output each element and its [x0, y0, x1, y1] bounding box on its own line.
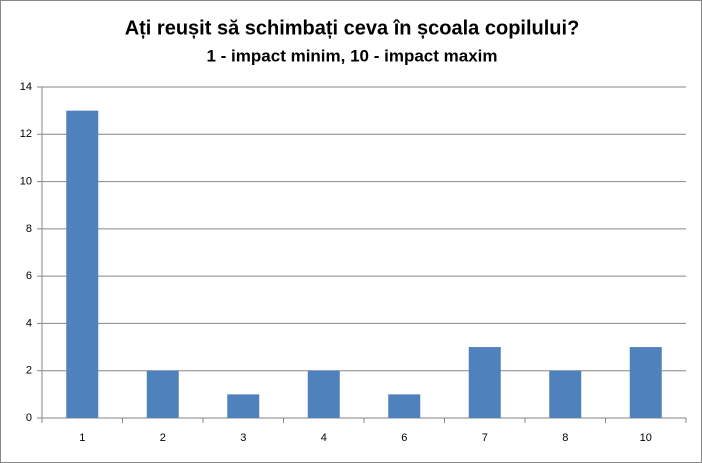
bar	[468, 347, 501, 418]
x-tick-label: 6	[401, 432, 407, 444]
x-tick-label: 8	[562, 432, 568, 444]
x-tick-label: 10	[640, 432, 652, 444]
x-tick-label: 3	[240, 432, 246, 444]
y-tick-label: 0	[26, 412, 32, 424]
y-tick-label: 4	[26, 317, 32, 329]
bar	[146, 370, 179, 418]
y-tick-label: 6	[26, 270, 32, 282]
x-tick-label: 7	[482, 432, 488, 444]
bar	[227, 394, 260, 418]
bar	[549, 370, 582, 418]
y-tick-label: 2	[26, 365, 32, 377]
y-tick-label: 8	[26, 223, 32, 235]
bar	[66, 110, 99, 419]
x-tick-label: 4	[321, 432, 327, 444]
bar	[307, 370, 340, 418]
chart-title: Ați reușit să schimbați ceva în școala c…	[125, 17, 580, 39]
x-tick-label: 2	[160, 432, 166, 444]
chart-subtitle: 1 - impact minim, 10 - impact maxim	[207, 46, 498, 65]
bar	[388, 394, 421, 418]
y-tick-label: 12	[20, 128, 32, 140]
y-tick-label: 10	[20, 175, 32, 187]
y-tick-label: 14	[20, 81, 32, 93]
bar	[629, 347, 662, 418]
x-tick-label: 1	[79, 432, 85, 444]
